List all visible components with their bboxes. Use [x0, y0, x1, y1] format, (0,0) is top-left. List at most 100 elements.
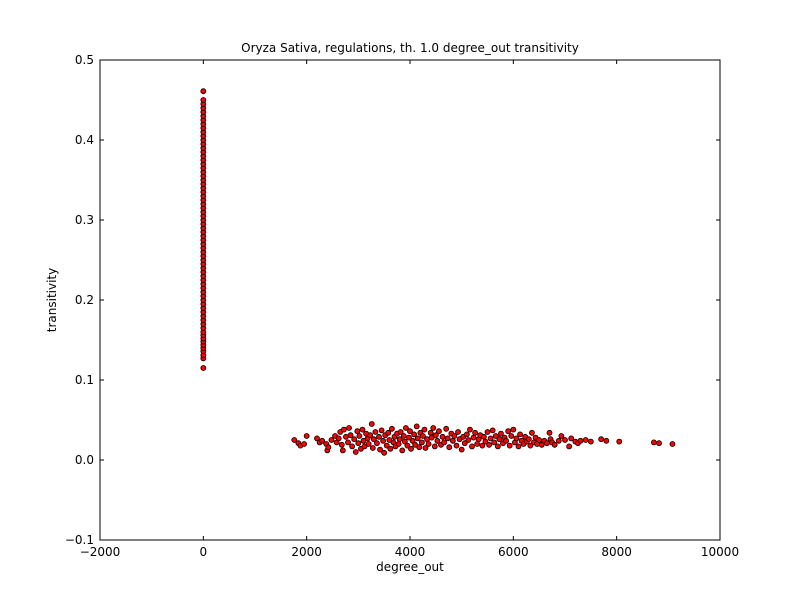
- data-point: [461, 440, 468, 447]
- data-point: [474, 441, 481, 447]
- data-point: [424, 436, 430, 443]
- data-point: [616, 438, 623, 445]
- x-tick-label: 2000: [291, 545, 322, 559]
- data-point: [558, 433, 565, 439]
- data-point: [551, 441, 558, 448]
- data-point: [525, 436, 532, 443]
- data-points: [200, 88, 676, 456]
- x-tick-label: 4000: [395, 545, 426, 559]
- data-point: [361, 443, 368, 450]
- y-tick-label: 0.1: [75, 373, 94, 387]
- data-point: [303, 433, 310, 439]
- data-point: [513, 435, 520, 442]
- data-point: [380, 437, 387, 444]
- data-point: [200, 97, 207, 103]
- data-point: [340, 426, 347, 433]
- data-point: [505, 428, 512, 435]
- data-point: [385, 429, 392, 436]
- axis-ticks: −2000 0 2000 4000 6000 8000 10000 −0.1 0.0 0.1 0.2…: [65, 53, 739, 559]
- data-point: [439, 433, 446, 440]
- data-point: [463, 431, 470, 438]
- data-point: [444, 435, 451, 442]
- data-point: [479, 442, 486, 449]
- data-point: [568, 435, 575, 442]
- data-point: [367, 432, 374, 439]
- data-point: [200, 365, 207, 371]
- data-point: [335, 435, 342, 442]
- data-point: [482, 438, 489, 445]
- data-point: [451, 433, 458, 439]
- data-point: [656, 440, 662, 447]
- data-point: [425, 441, 432, 447]
- data-point: [381, 449, 388, 456]
- data-point: [489, 427, 496, 434]
- data-point: [472, 429, 479, 436]
- data-point: [491, 439, 498, 446]
- data-point: [446, 444, 453, 451]
- data-point: [368, 421, 375, 427]
- data-point: [577, 437, 584, 444]
- data-point: [517, 431, 523, 438]
- data-point: [555, 437, 562, 444]
- data-point: [395, 441, 402, 447]
- data-point: [377, 446, 383, 453]
- data-point: [301, 441, 307, 447]
- data-point: [411, 431, 418, 438]
- data-point: [314, 435, 320, 442]
- y-tick-label: 0.4: [75, 133, 94, 147]
- data-point: [400, 433, 407, 439]
- data-point: [469, 443, 475, 450]
- data-point: [492, 433, 499, 439]
- data-point: [458, 446, 465, 453]
- data-point: [349, 443, 356, 450]
- data-point: [387, 445, 394, 452]
- data-point: [325, 444, 332, 451]
- data-point: [346, 425, 352, 431]
- data-point: [200, 88, 207, 95]
- data-point: [401, 438, 408, 445]
- data-point: [496, 436, 503, 443]
- data-point: [409, 437, 416, 444]
- data-point: [486, 441, 492, 448]
- data-point: [603, 437, 610, 444]
- data-point: [370, 436, 377, 443]
- data-point: [544, 440, 550, 447]
- data-point: [291, 437, 298, 443]
- data-point: [484, 429, 491, 435]
- data-point: [416, 444, 423, 451]
- data-point: [441, 439, 448, 446]
- data-point: [508, 433, 515, 439]
- data-point: [402, 425, 409, 431]
- x-tick-label: 10000: [701, 545, 739, 559]
- x-axis-label: degree_out: [376, 560, 444, 574]
- data-point: [412, 441, 419, 448]
- x-tick-label: −2000: [80, 545, 121, 559]
- data-point: [404, 442, 411, 449]
- data-point: [420, 433, 426, 439]
- data-point: [347, 432, 354, 439]
- data-point: [498, 430, 504, 437]
- data-point: [538, 441, 545, 448]
- data-point: [467, 426, 473, 433]
- data-point: [422, 445, 429, 451]
- data-point: [407, 428, 413, 435]
- data-point: [354, 428, 361, 435]
- y-tick-label: 0.0: [75, 453, 94, 467]
- data-point: [582, 437, 589, 443]
- data-point: [430, 425, 437, 431]
- data-point: [465, 437, 472, 443]
- y-tick-label: 0.5: [75, 53, 94, 67]
- chart-title: Oryza Sativa, regulations, th. 1.0 degre…: [241, 41, 579, 55]
- data-point: [529, 429, 535, 436]
- data-point: [372, 429, 379, 435]
- data-point: [352, 449, 359, 455]
- data-point: [587, 438, 594, 445]
- data-point: [359, 426, 366, 433]
- data-point: [431, 443, 438, 450]
- data-point: [503, 437, 510, 444]
- data-point: [376, 433, 382, 440]
- data-point: [566, 443, 573, 450]
- data-point: [494, 443, 501, 450]
- data-point: [418, 439, 425, 446]
